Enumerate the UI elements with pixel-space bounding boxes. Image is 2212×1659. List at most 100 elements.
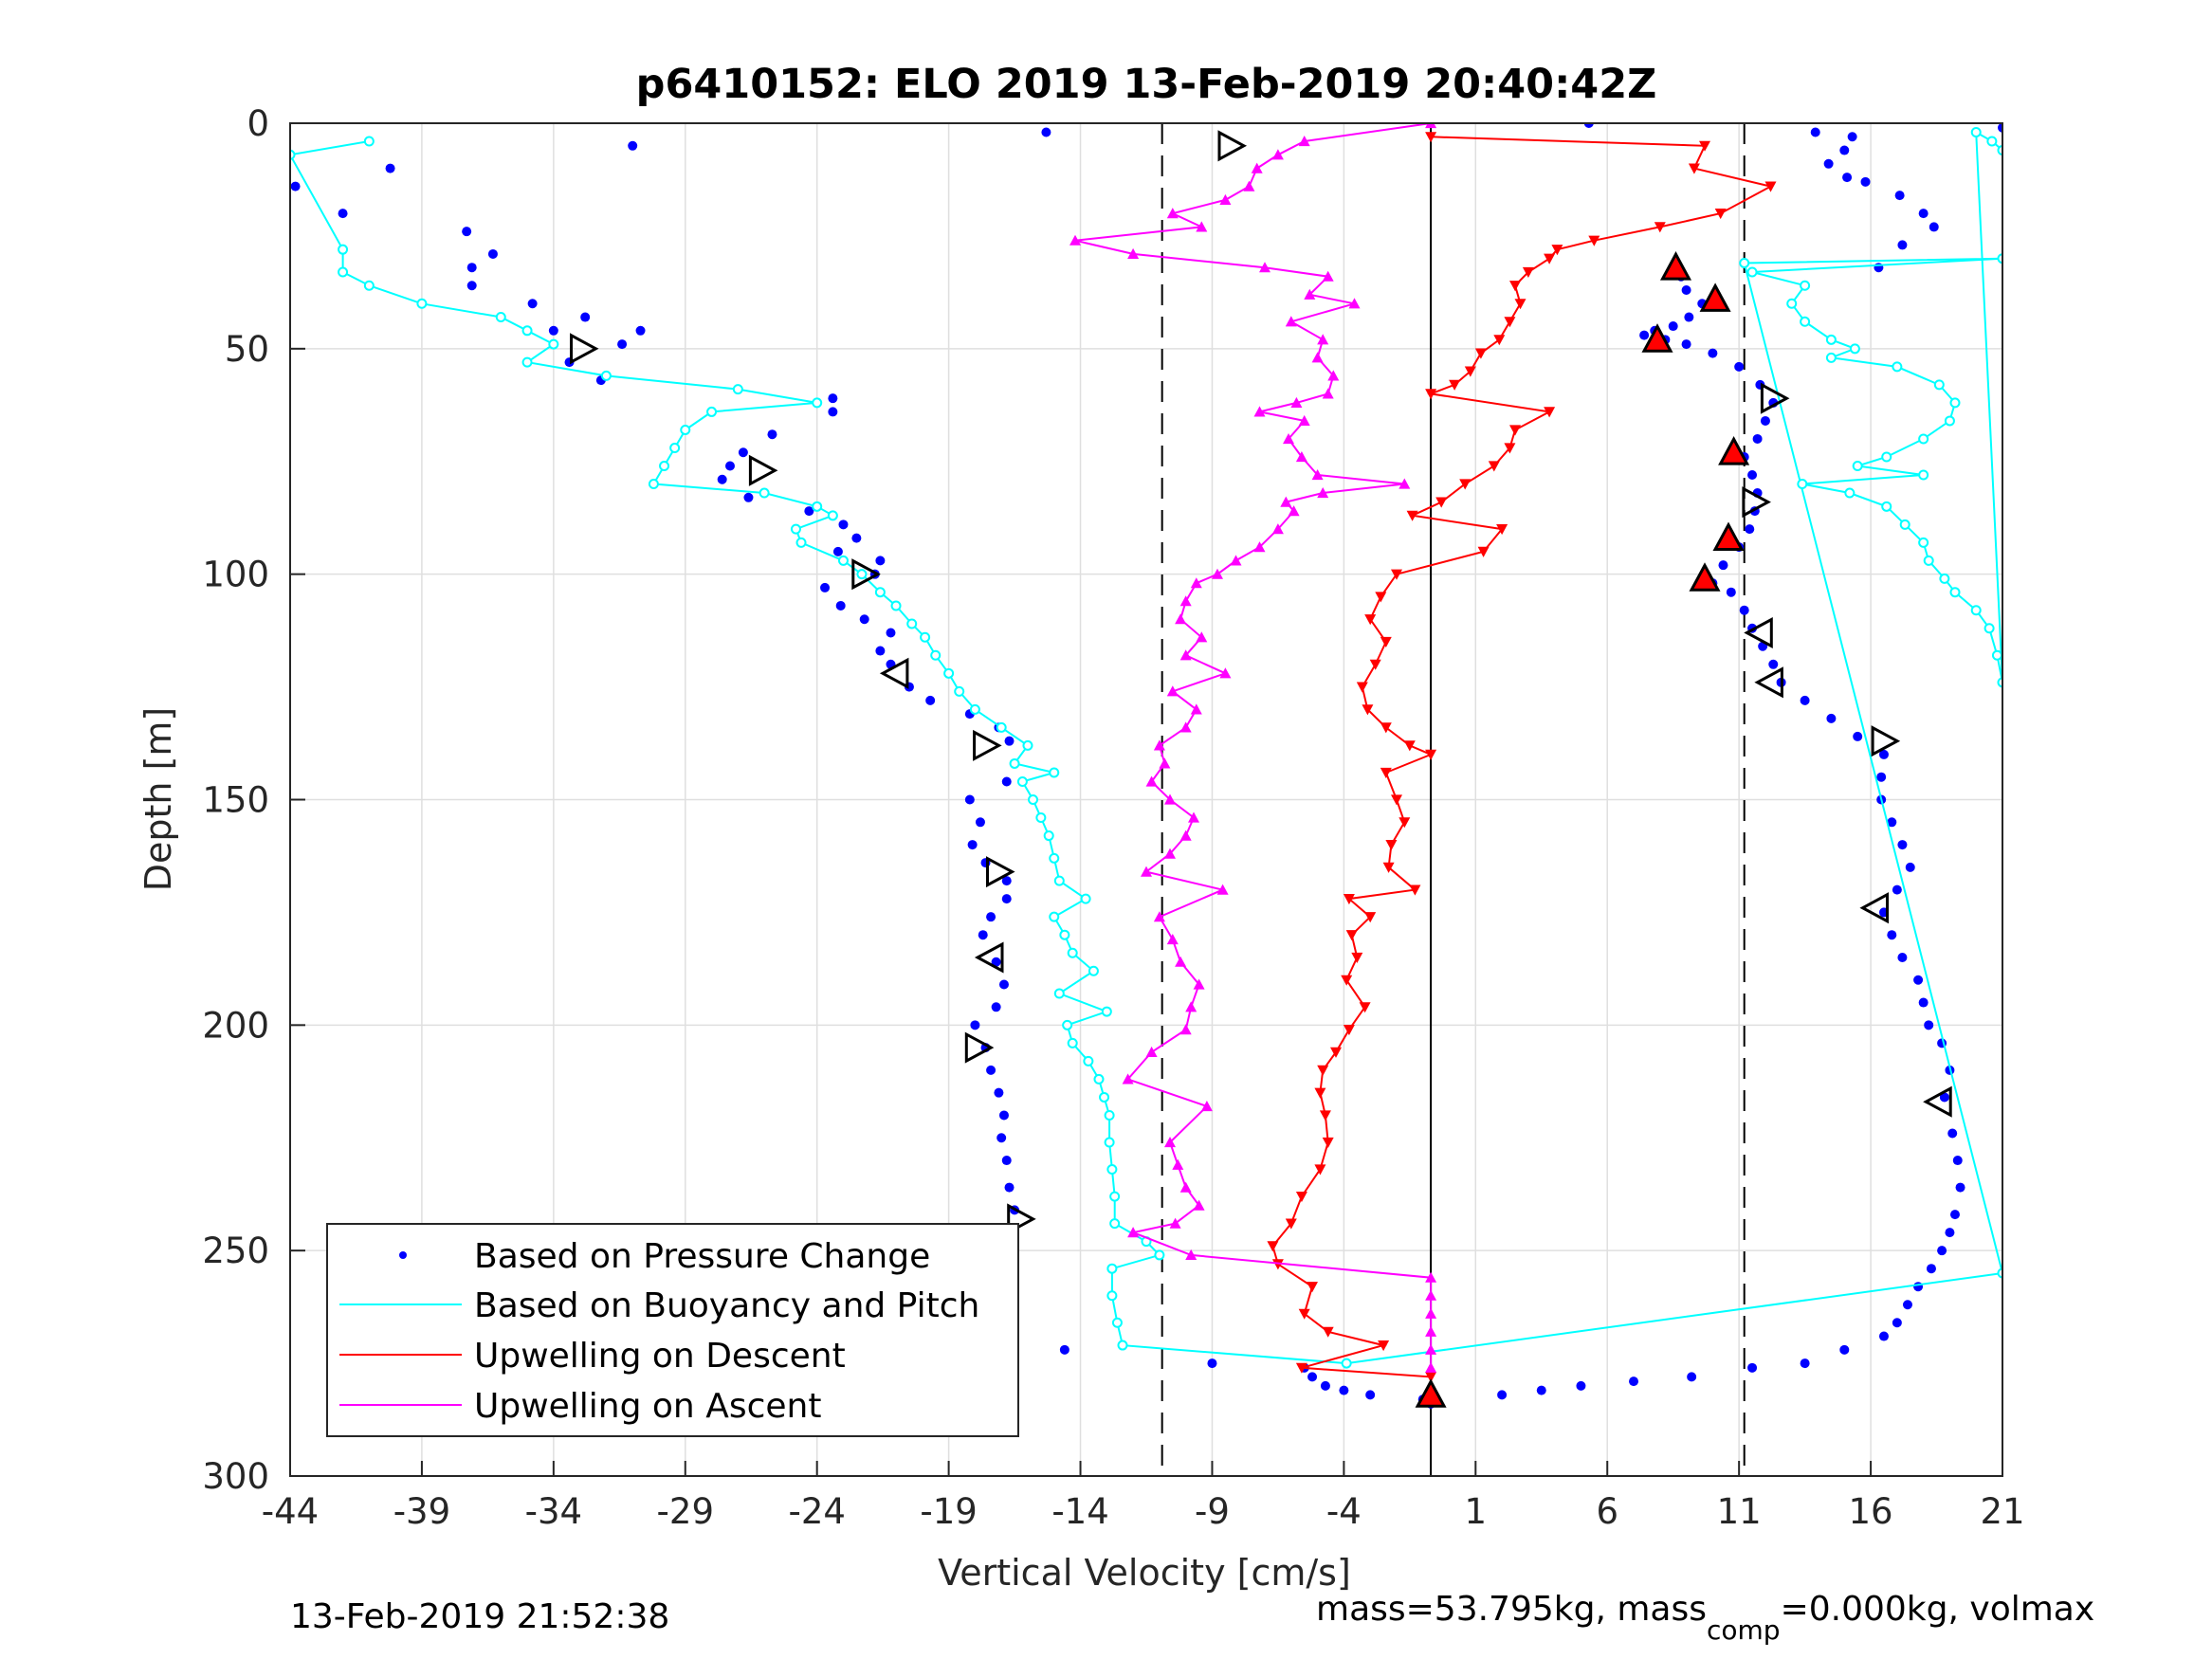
descent-point (1488, 461, 1500, 472)
ascent-point (1317, 487, 1329, 499)
pressure-point (617, 339, 628, 350)
pressure-point (1860, 176, 1871, 187)
pressure-point (527, 299, 538, 309)
descent-point (1398, 817, 1411, 829)
pressure-point (725, 461, 736, 471)
buoyancy-point (812, 397, 823, 409)
pressure-point (1576, 1380, 1586, 1391)
buoyancy-point (1918, 469, 1929, 481)
y-tick-label: 100 (202, 555, 269, 595)
descent-point (1298, 1308, 1310, 1320)
pressure-point (1897, 952, 1908, 962)
pressure-point (1718, 560, 1728, 571)
buoyancy-point (1101, 1006, 1112, 1017)
pressure-point (1945, 1228, 1955, 1238)
buoyancy-point (1970, 605, 1982, 616)
ascent-point (1164, 1137, 1176, 1148)
ascent-point (1425, 1289, 1437, 1301)
descent-point (1351, 952, 1363, 963)
pressure-point (1853, 731, 1863, 741)
buoyancy-point (521, 356, 533, 368)
descent-point (1364, 912, 1377, 923)
pressure-point (717, 474, 727, 484)
descent-point (1504, 443, 1516, 454)
pressure-point (1747, 1362, 1758, 1373)
descent-point (1322, 1137, 1334, 1148)
descent-point (1378, 1340, 1390, 1352)
buoyancy-point (1825, 352, 1837, 363)
ascent-point (1164, 793, 1176, 805)
buoyancy-point (1892, 361, 1903, 373)
buoyancy-point (1154, 1249, 1165, 1261)
ascent-point (1127, 247, 1140, 259)
buoyancy-point (416, 298, 428, 309)
buoyancy-point (874, 587, 886, 598)
descent-point (1688, 163, 1700, 174)
pressure-point (1747, 470, 1758, 481)
buoyancy-point (943, 667, 955, 679)
descent-point (1474, 348, 1487, 359)
y-tick-label: 250 (202, 1231, 269, 1271)
buoyancy-point (1933, 379, 1945, 391)
descent-point (1319, 1110, 1331, 1121)
buoyancy-point (1949, 397, 1961, 409)
buoyancy-point (1986, 136, 1998, 147)
x-tick-label: -24 (788, 1491, 845, 1532)
buoyancy-point (1949, 587, 1961, 598)
descent-point (1362, 704, 1374, 716)
buoyancy-point (969, 703, 980, 715)
x-tick-label: -9 (1195, 1491, 1230, 1532)
buoyancy-point (1739, 257, 1750, 268)
pressure-point (628, 140, 638, 151)
buoyancy-point (680, 424, 691, 435)
pressure-point (991, 1002, 1001, 1012)
ascent-point (1145, 775, 1158, 787)
pressure-point (1878, 1331, 1889, 1341)
buoyancy-point (790, 523, 801, 535)
pressure-point (835, 600, 846, 611)
descent-point (1364, 614, 1377, 626)
buoyancy-point (1800, 316, 1811, 327)
buoyancy-point (1109, 1191, 1121, 1202)
ascent-point (1271, 523, 1284, 535)
buoyancy-point (1997, 145, 2002, 156)
buoyancy-point (1797, 479, 1808, 490)
descent-point (1449, 379, 1461, 391)
buoyancy-point (1849, 343, 1860, 355)
pressure-point (1913, 975, 1924, 985)
ascent-point (1298, 136, 1310, 147)
buoyancy-point (363, 136, 375, 147)
pressure-point (1745, 524, 1755, 535)
buoyancy-point (1997, 677, 2002, 688)
pressure-point (338, 209, 348, 219)
ascent-point (1230, 555, 1242, 566)
series-upwelling-ascent (1069, 123, 1437, 1373)
descent-point (1307, 1282, 1318, 1293)
ascent-point (1175, 956, 1187, 967)
y-tick-label: 0 (247, 103, 269, 144)
pressure-point (580, 312, 591, 322)
descent-point (1406, 510, 1418, 521)
ascent-point (1425, 1325, 1437, 1337)
pressure-point (1823, 158, 1834, 169)
pressure-point (1955, 1182, 1965, 1193)
buoyancy-point (1080, 893, 1091, 904)
buoyancy-point (1049, 852, 1060, 864)
ascent-point (1179, 830, 1192, 841)
descent-point (1391, 569, 1402, 580)
pressure-point (1839, 145, 1850, 155)
ascent-point (1185, 1249, 1197, 1260)
pressure-point (1583, 123, 1594, 128)
x-tick-label: -34 (525, 1491, 582, 1532)
pressure-point (1800, 695, 1810, 705)
buoyancy-point (548, 338, 559, 350)
descent-point (1514, 299, 1526, 310)
pressure-point (290, 181, 301, 191)
pressure-point (1952, 1156, 1963, 1166)
descent-point (1380, 722, 1392, 734)
ascent-point (1322, 270, 1334, 282)
buoyancy-point (890, 600, 902, 611)
pressure-point (1892, 884, 1902, 895)
pressure-point (994, 1087, 1004, 1098)
